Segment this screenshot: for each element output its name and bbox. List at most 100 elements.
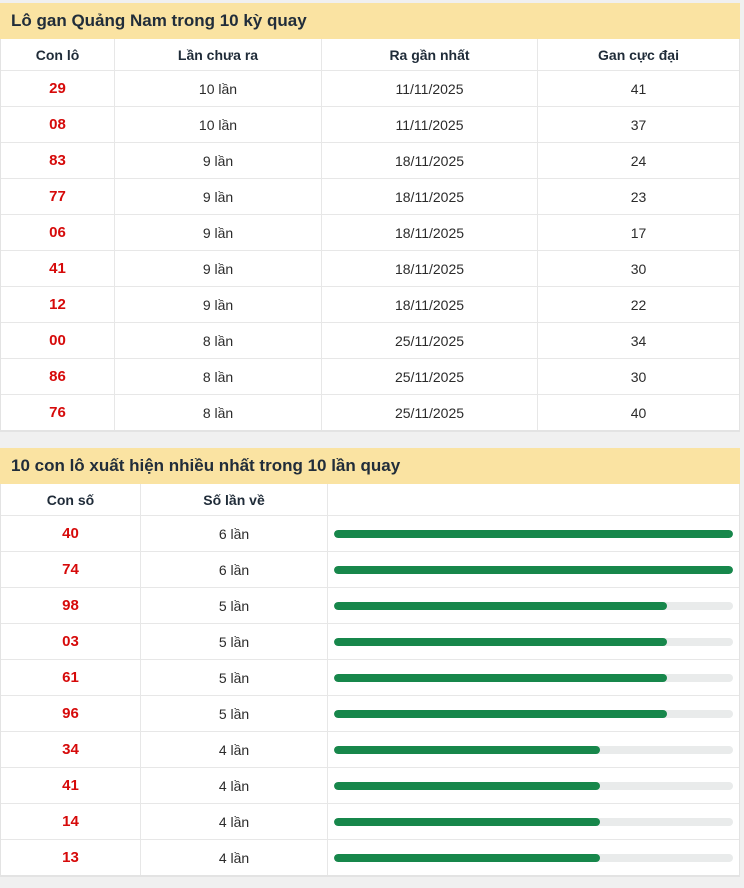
gan-table-row: 77 9 lần 18/11/2025 23 [1, 179, 739, 215]
lottery-number: 08 [1, 107, 115, 142]
frequency-bar-cell [328, 696, 739, 731]
gan-table-row: 83 9 lần 18/11/2025 24 [1, 143, 739, 179]
last-drawn-date: 11/11/2025 [322, 107, 538, 142]
freq-col-header-number: Con số [1, 484, 141, 515]
lottery-number: 14 [1, 804, 141, 839]
frequency-table-row: 41 4 lần [1, 768, 739, 804]
max-gan-value: 30 [630, 260, 647, 277]
gan-section: Lô gan Quảng Nam trong 10 kỳ quay Con lô… [0, 3, 740, 432]
frequency-bar-track [334, 601, 733, 610]
last-drawn-date: 18/11/2025 [322, 287, 538, 322]
frequency-bar-track [334, 817, 733, 826]
frequency-bar-fill [334, 673, 667, 682]
freq-col-header-count: Số lần về [141, 484, 328, 515]
lottery-number: 29 [1, 71, 115, 106]
times-not-drawn: 9 lần [115, 287, 322, 322]
times-not-drawn: 9 lần [115, 251, 322, 286]
appearance-count: 4 lần [141, 804, 328, 839]
last-drawn-date: 18/11/2025 [322, 143, 538, 178]
max-gan-value: 24 [630, 152, 647, 169]
frequency-bar-fill [334, 781, 600, 790]
appearance-count: 4 lần [141, 732, 328, 767]
times-not-drawn: 8 lần [115, 323, 322, 358]
appearance-count: 4 lần [141, 840, 328, 875]
frequency-table-body: 40 6 lần 74 6 lần 98 5 lần 03 5 lần [1, 516, 739, 876]
gan-table-row: 29 10 lần 11/11/2025 41 [1, 71, 739, 107]
frequency-bar-cell [328, 516, 739, 551]
lottery-number: 76 [1, 395, 115, 430]
gan-table-row: 76 8 lần 25/11/2025 40 [1, 395, 739, 431]
lottery-number: 40 [1, 516, 141, 551]
max-gan-value: 40 [630, 404, 647, 421]
lottery-number: 13 [1, 840, 141, 875]
gan-table-row: 00 8 lần 25/11/2025 34 [1, 323, 739, 359]
last-drawn-date: 25/11/2025 [322, 359, 538, 394]
frequency-bar-fill [334, 709, 667, 718]
frequency-bar-track [334, 673, 733, 682]
times-not-drawn: 8 lần [115, 395, 322, 430]
frequency-table: Con số Số lần về 40 6 lần 74 6 lần 98 5 … [0, 484, 740, 877]
freq-col-header-bar-spacer [328, 484, 739, 515]
frequency-bar-cell [328, 732, 739, 767]
gan-col-header-missed: Lần chưa ra [115, 39, 322, 70]
last-drawn-date: 11/11/2025 [322, 71, 538, 106]
frequency-bar-track [334, 781, 733, 790]
appearance-count: 5 lần [141, 696, 328, 731]
lottery-number: 77 [1, 179, 115, 214]
frequency-bar-cell [328, 588, 739, 623]
lottery-number: 74 [1, 552, 141, 587]
frequency-section: 10 con lô xuất hiện nhiều nhất trong 10 … [0, 448, 740, 877]
frequency-table-row: 98 5 lần [1, 588, 739, 624]
times-not-drawn: 9 lần [115, 143, 322, 178]
frequency-table-row: 40 6 lần [1, 516, 739, 552]
gan-table-body: 29 10 lần 11/11/2025 41 08 10 lần 11/11/… [1, 71, 739, 431]
max-gan-value: 30 [630, 368, 647, 385]
gan-table: Con lô Lần chưa ra Ra gần nhất Gan cực đ… [0, 39, 740, 432]
max-gan-value: 17 [630, 224, 647, 241]
appearance-count: 6 lần [141, 516, 328, 551]
last-drawn-date: 25/11/2025 [322, 395, 538, 430]
gan-table-row: 41 9 lần 18/11/2025 30 [1, 251, 739, 287]
gan-col-header-last-seen: Ra gần nhất [322, 39, 538, 70]
times-not-drawn: 10 lần [115, 71, 322, 106]
lottery-number: 96 [1, 696, 141, 731]
frequency-bar-track [334, 637, 733, 646]
lottery-number: 41 [1, 251, 115, 286]
lottery-number: 06 [1, 215, 115, 250]
appearance-count: 5 lần [141, 660, 328, 695]
max-gan-value: 22 [630, 296, 647, 313]
last-drawn-date: 18/11/2025 [322, 251, 538, 286]
frequency-section-title: 10 con lô xuất hiện nhiều nhất trong 10 … [0, 448, 740, 484]
frequency-bar-track [334, 745, 733, 754]
gan-col-header-max-gan: Gan cực đại [598, 46, 679, 63]
frequency-bar-cell [328, 804, 739, 839]
frequency-bar-cell [328, 624, 739, 659]
frequency-bar-fill [334, 565, 733, 574]
appearance-count: 4 lần [141, 768, 328, 803]
frequency-bar-fill [334, 529, 733, 538]
frequency-bar-fill [334, 745, 600, 754]
last-drawn-date: 18/11/2025 [322, 179, 538, 214]
gan-table-row: 12 9 lần 18/11/2025 22 [1, 287, 739, 323]
frequency-table-row: 13 4 lần [1, 840, 739, 876]
frequency-table-row: 03 5 lần [1, 624, 739, 660]
frequency-table-row: 34 4 lần [1, 732, 739, 768]
gan-col-header-number: Con lô [1, 39, 115, 70]
frequency-bar-fill [334, 817, 600, 826]
frequency-bar-cell [328, 660, 739, 695]
lottery-number: 41 [1, 768, 141, 803]
max-gan-value: 37 [630, 116, 647, 133]
frequency-table-row: 74 6 lần [1, 552, 739, 588]
frequency-bar-track [334, 565, 733, 574]
frequency-bar-track [334, 529, 733, 538]
frequency-table-row: 14 4 lần [1, 804, 739, 840]
frequency-bar-fill [334, 853, 600, 862]
lottery-number: 98 [1, 588, 141, 623]
frequency-bar-cell [328, 552, 739, 587]
max-gan-value: 23 [630, 188, 647, 205]
lottery-number: 03 [1, 624, 141, 659]
appearance-count: 5 lần [141, 624, 328, 659]
lottery-number: 83 [1, 143, 115, 178]
frequency-bar-fill [334, 601, 667, 610]
